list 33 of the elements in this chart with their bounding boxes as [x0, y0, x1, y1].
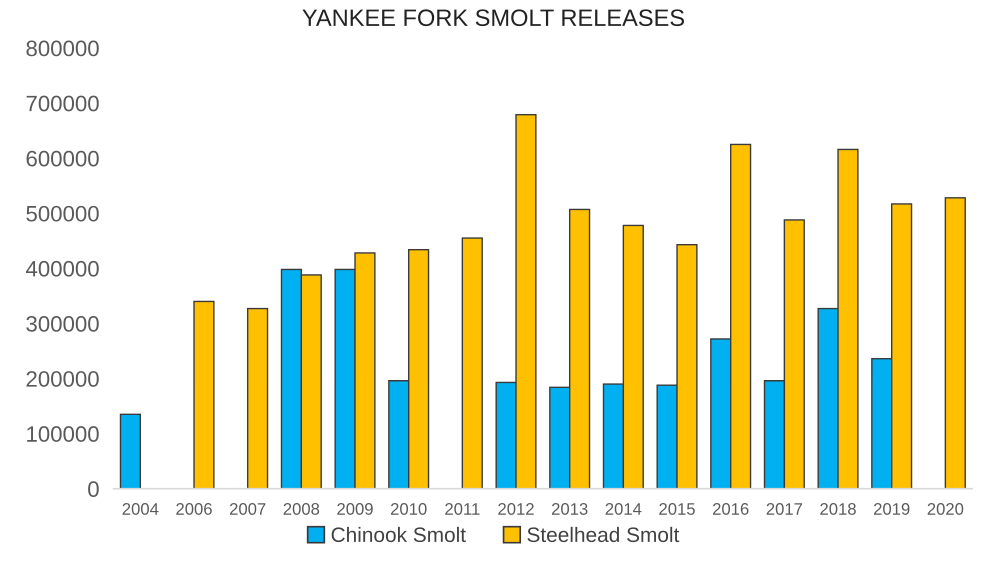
y-tick-label: 500000: [26, 206, 99, 222]
bar: [944, 197, 966, 489]
x-tick-label: 2018: [820, 503, 856, 515]
bar: [246, 308, 268, 489]
x-tick-label: 2009: [337, 503, 373, 515]
bar: [462, 237, 483, 489]
y-tick-label: 300000: [26, 316, 99, 332]
x-tick-label: 2011: [445, 503, 480, 515]
x-tick-label: 2010: [390, 503, 427, 515]
x-tick-label: 2004: [122, 503, 158, 515]
y-tick-label: 600000: [26, 150, 99, 166]
x-tick-label: 2020: [928, 503, 964, 515]
bar: [193, 300, 215, 489]
x-tick-label: 2017: [766, 503, 802, 515]
x-tick-label: 2006: [176, 503, 212, 515]
y-tick-label: 200000: [26, 371, 99, 387]
x-tick-label: 2007: [230, 503, 266, 515]
y-tick-label: 0: [88, 481, 99, 497]
y-tick-label: 400000: [26, 260, 99, 277]
x-tick-label: 2019: [874, 503, 910, 515]
x-tick-label: 2012: [498, 503, 534, 515]
bar: [120, 414, 142, 489]
x-tick-label: 2014: [606, 503, 642, 515]
y-tick-label: 700000: [26, 96, 99, 112]
y-tick-label: 100000: [27, 426, 99, 442]
y-tick-label: 800000: [26, 40, 99, 56]
legend-label: Chinook Smolt: [332, 526, 466, 542]
x-tick-label: 2013: [552, 503, 588, 515]
x-tick-label: 2015: [659, 503, 695, 515]
legend-label: Steelhead Smolt: [527, 526, 680, 542]
x-tick-label: 2008: [284, 503, 320, 515]
x-tick-label: 2016: [712, 503, 748, 515]
chart-title: YANKEE FORK SMOLT RELEASES: [302, 9, 684, 26]
